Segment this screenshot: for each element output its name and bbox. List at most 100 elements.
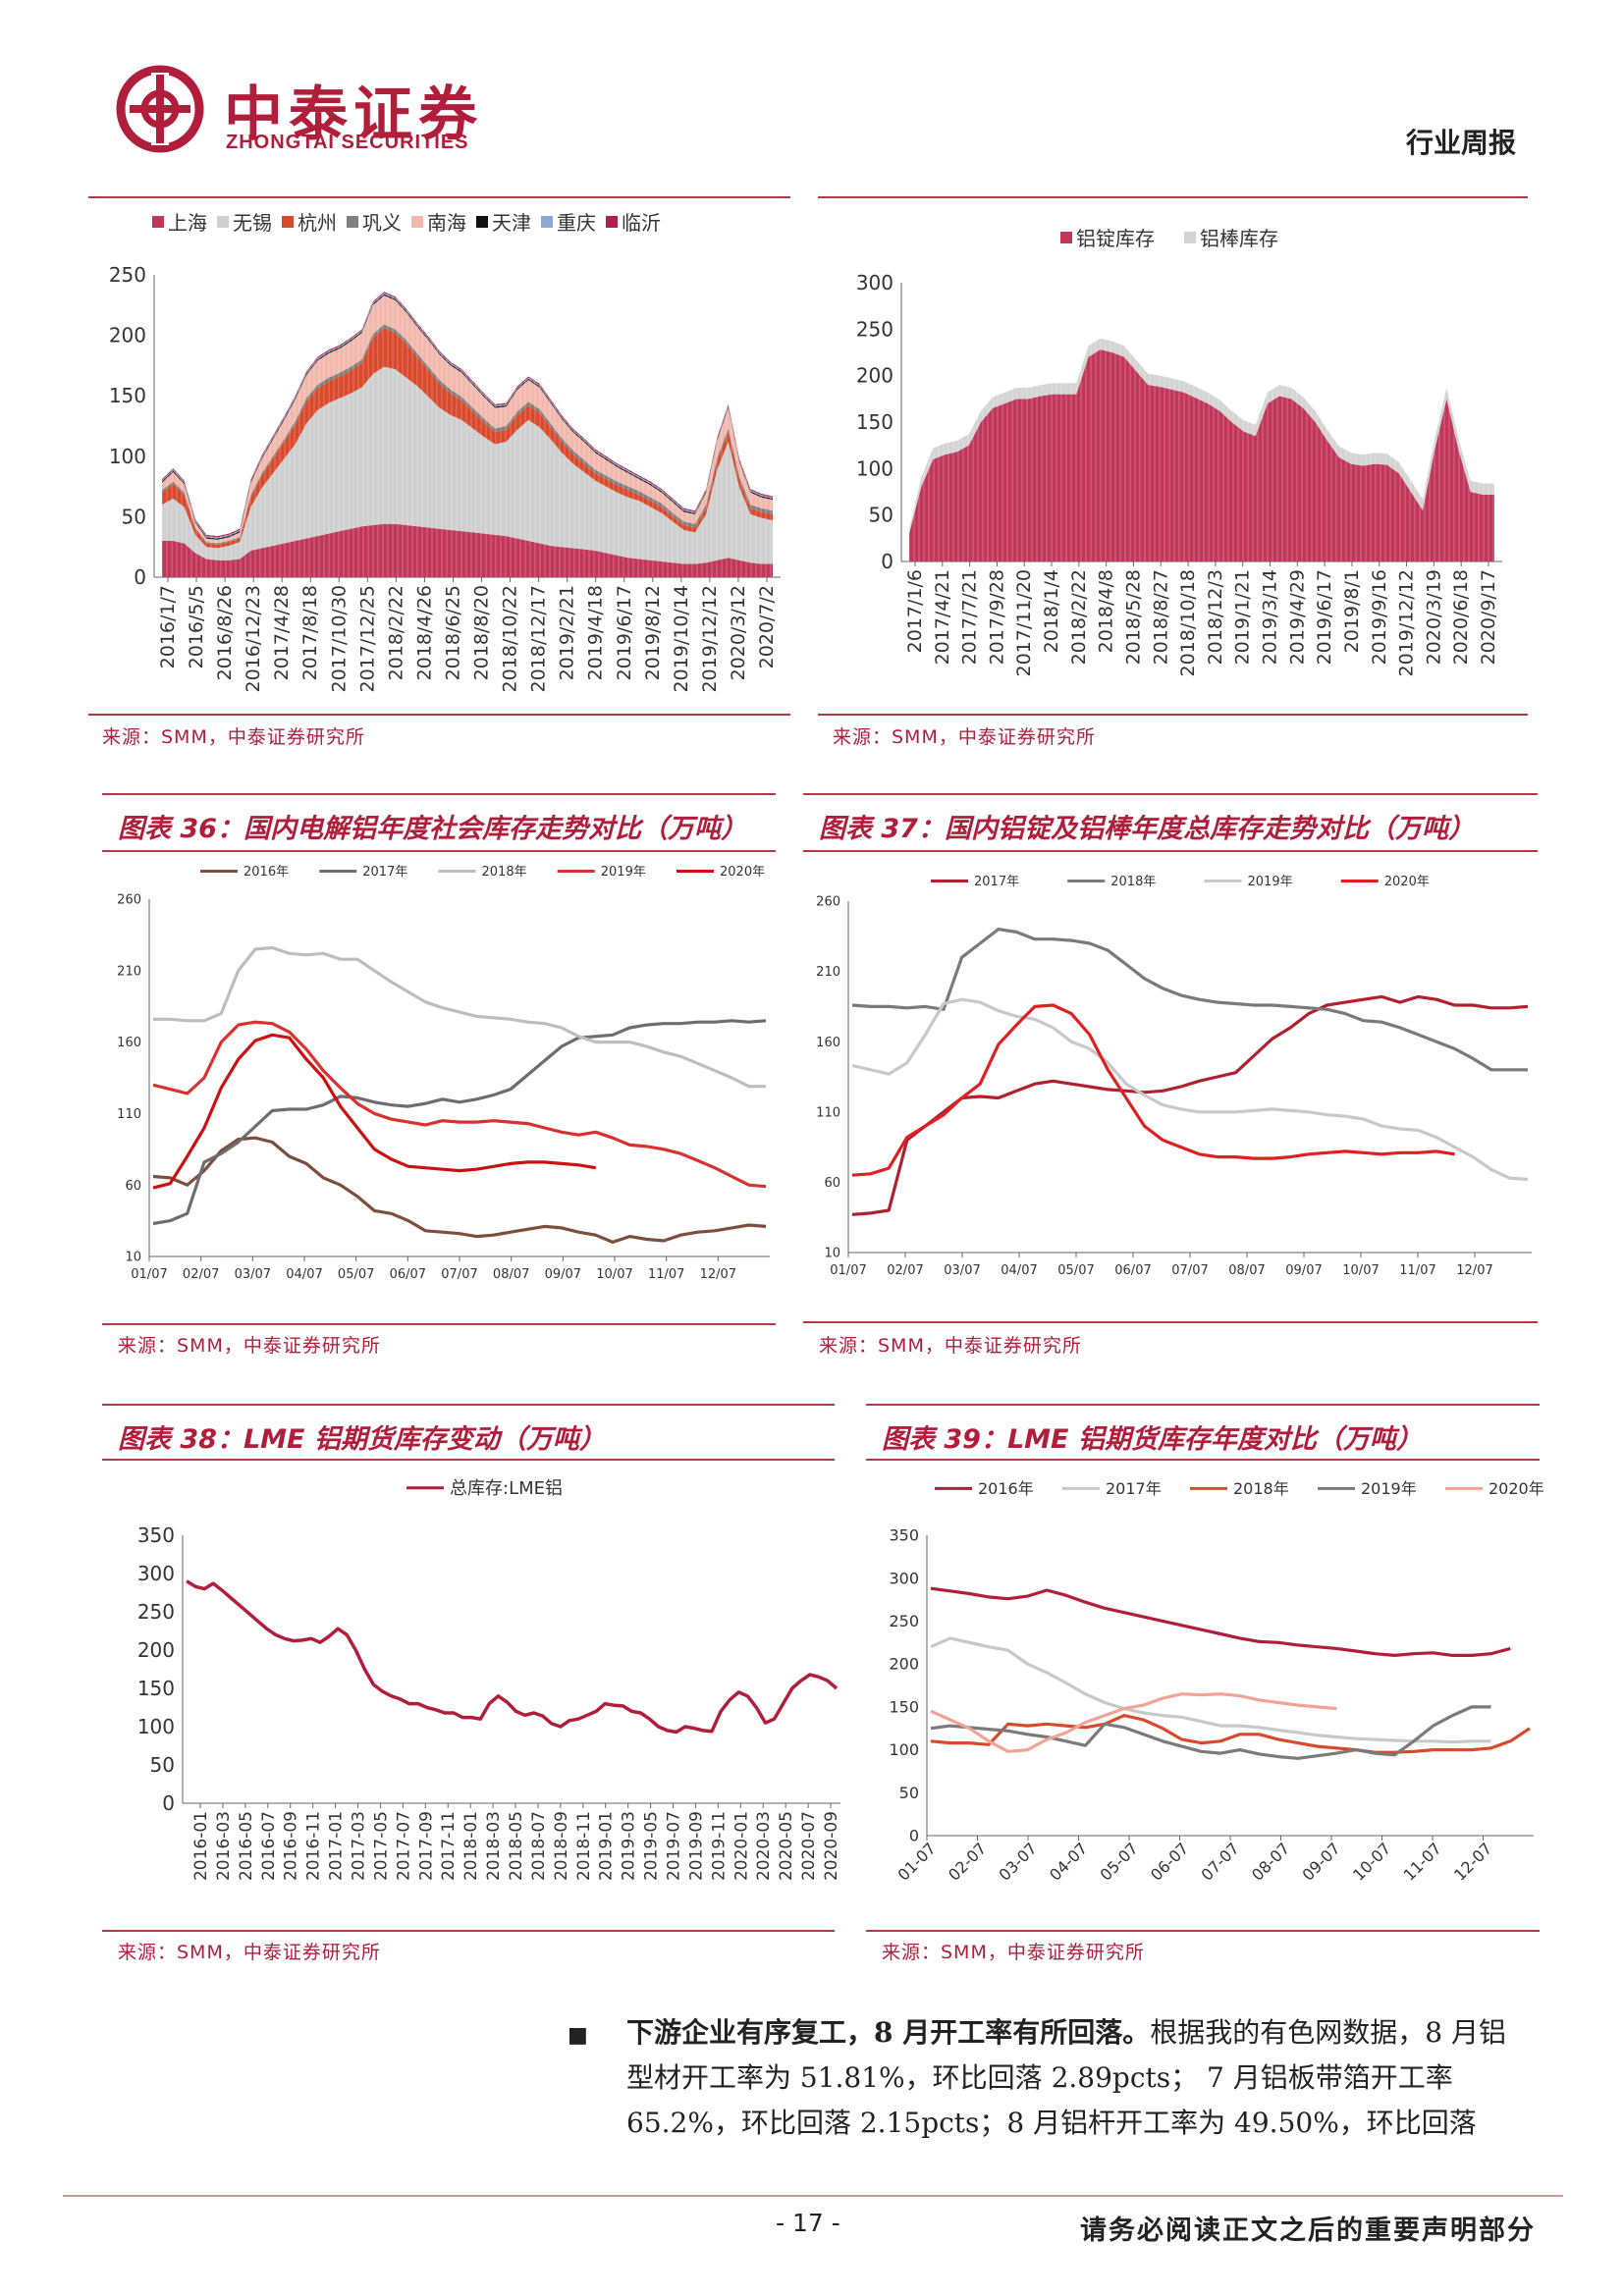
legend-label: 2019年 [1248,875,1293,889]
y-tick-label: 300 [856,271,893,294]
fig38-title-rule [102,1459,835,1461]
x-tick-label: 2019/3/14 [1260,569,1281,665]
figure-source: 来源：SMM，中泰证券研究所 [118,1331,381,1358]
x-tick-label: 2020-07 [799,1811,819,1881]
legend-label: 2018年 [1233,1479,1289,1498]
x-tick-label: 06-07 [1147,1839,1192,1884]
x-tick-label: 09/07 [1285,1263,1322,1278]
x-tick-label: 2018/10/22 [500,585,521,693]
x-tick-label: 01/07 [830,1263,866,1278]
brand-name-en: ZHONGTAI SECURITIES [226,132,469,154]
x-tick-label: 04/07 [286,1267,322,1282]
y-tick-label: 260 [117,893,141,908]
y-tick-label: 60 [125,1179,141,1194]
x-tick-label: 01-07 [894,1839,940,1884]
x-tick-label: 01/07 [131,1267,167,1282]
y-tick-label: 300 [889,1569,919,1587]
area-series-0 [909,349,1494,561]
chart-svg: 0 50 100 150 200 250 2016/1/7 2016/5/5 2016/8/26… [93,206,790,707]
x-tick-label: 2019/12/12 [1396,569,1418,677]
fig38-top-rule [102,1404,835,1406]
y-tick-label: 100 [856,456,893,480]
x-tick-label: 11/07 [648,1267,684,1282]
legend-swatch [411,216,423,228]
y-tick-label: 260 [816,895,840,910]
y-tick-label: 150 [856,410,893,434]
legend-label: 无锡 [233,211,272,235]
legend-swatch [282,216,294,228]
x-tick-label: 2016/12/23 [243,585,264,693]
fig39-bottom-rule [866,1930,1540,1932]
legend-label: 2017年 [362,865,407,880]
legend-label: 杭州 [298,211,337,235]
line-series-4 [931,1694,1336,1752]
x-tick-label: 10/07 [1342,1263,1379,1278]
x-tick-label: 03/07 [944,1263,980,1278]
x-tick-label: 07-07 [1198,1839,1243,1884]
y-tick-label: 10 [125,1251,141,1265]
y-tick-label: 250 [137,1600,175,1624]
line-series-3 [153,1022,766,1187]
legend-label: 铝棒库存 [1200,227,1278,250]
figure-source: 来源：SMM，中泰证券研究所 [102,722,365,749]
fig39-title-rule [866,1459,1540,1461]
legend-label: 上海 [168,211,207,235]
y-tick-label: 350 [137,1523,175,1547]
y-tick-label: 250 [109,263,146,287]
x-tick-label: 2019/6/17 [614,585,635,680]
y-tick-label: 50 [899,1784,919,1802]
footer-rule [63,2195,1563,2197]
x-tick-label: 11-07 [1400,1839,1445,1884]
y-tick-label: 210 [117,964,141,979]
logo [116,65,204,153]
x-tick-label: 2016-09 [282,1811,301,1881]
x-tick-label: 08-07 [1248,1839,1293,1884]
legend-label: 2016年 [244,865,289,880]
x-tick-label: 2020-03 [754,1811,774,1881]
x-tick-label: 2018/6/25 [442,585,463,680]
chart-fig38: 0 50 100 150 200 250 300 350 2016-01 2016-03 2016-… [102,1465,848,1926]
y-tick-label: 160 [816,1036,840,1050]
legend-swatch [1060,232,1072,243]
legend-label: 2019年 [601,865,646,880]
legend-label: 2018年 [1110,875,1156,889]
x-tick-label: 2018-09 [552,1811,571,1881]
figure-source: 来源：SMM，中泰证券研究所 [882,1938,1145,1964]
footer-disclaimer: 请务必阅读正文之后的重要声明部分 [1080,2209,1536,2247]
figure-source: 来源：SMM，中泰证券研究所 [819,1331,1082,1358]
x-tick-label: 10-07 [1349,1839,1394,1884]
y-tick-label: 200 [137,1638,175,1662]
body-paragraph: 下游企业有序复工，8 月开工率有所回落。根据我的有色网数据，8 月铝型材开工率为… [626,2010,1525,2146]
legend-label: 天津 [492,211,531,235]
x-tick-label: 09-07 [1299,1839,1344,1884]
x-tick-label: 2018-07 [529,1811,549,1881]
legend-label: 2020年 [1489,1479,1543,1498]
legend-label: 2018年 [482,865,527,880]
x-tick-label: 2016-05 [237,1811,256,1881]
x-tick-label: 12/07 [1456,1263,1492,1278]
legend-swatch [217,216,229,228]
x-tick-label: 2016-03 [214,1811,234,1881]
x-tick-label: 04/07 [1001,1263,1037,1278]
x-tick-label: 11/07 [1399,1263,1435,1278]
x-tick-label: 2018/12/17 [528,585,550,693]
x-tick-label: 2019/6/17 [1314,569,1335,665]
y-tick-label: 210 [816,965,840,980]
figure-source: 来源：SMM，中泰证券研究所 [833,722,1096,749]
x-tick-label: 2019/1/21 [1232,569,1254,665]
x-tick-label: 2020/3/12 [728,585,749,680]
x-tick-label: 12/07 [700,1267,736,1282]
y-tick-label: 0 [134,565,146,589]
x-tick-label: 2018/12/3 [1205,569,1226,665]
x-tick-label: 2018-11 [574,1811,594,1881]
y-tick-label: 200 [109,324,146,347]
x-tick-label: 06/07 [1114,1263,1151,1278]
legend-label: 2017年 [1106,1479,1162,1498]
chart-fig39: 0 50 100 150 200 250 300 350 01-07 02-07 03-07 04-0… [866,1465,1543,1926]
x-tick-label: 2017/7/21 [959,569,981,665]
x-tick-label: 2018/10/18 [1177,569,1199,677]
x-tick-label: 2019/8/1 [1341,569,1363,653]
x-tick-label: 06/07 [390,1267,426,1282]
legend-label: 2020年 [1384,875,1430,889]
legend-label: 2020年 [720,865,765,880]
